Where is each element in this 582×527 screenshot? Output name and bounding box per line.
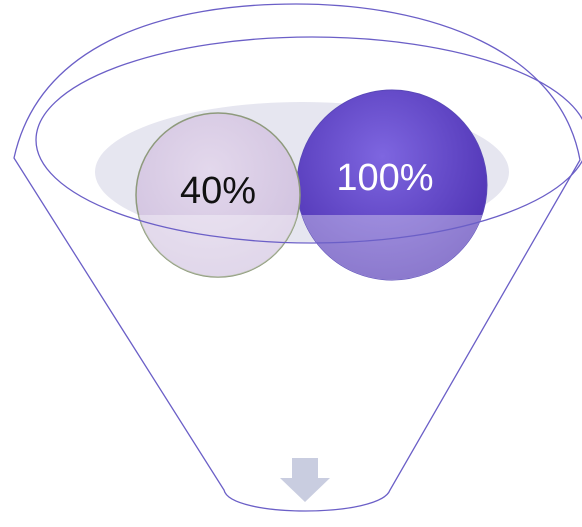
down-arrow xyxy=(280,458,330,502)
node-circle xyxy=(135,112,301,278)
funnel-rim xyxy=(35,36,582,244)
node-label: 100% xyxy=(336,157,433,199)
node-label: 40% xyxy=(180,170,256,212)
funnel-body xyxy=(13,3,581,512)
